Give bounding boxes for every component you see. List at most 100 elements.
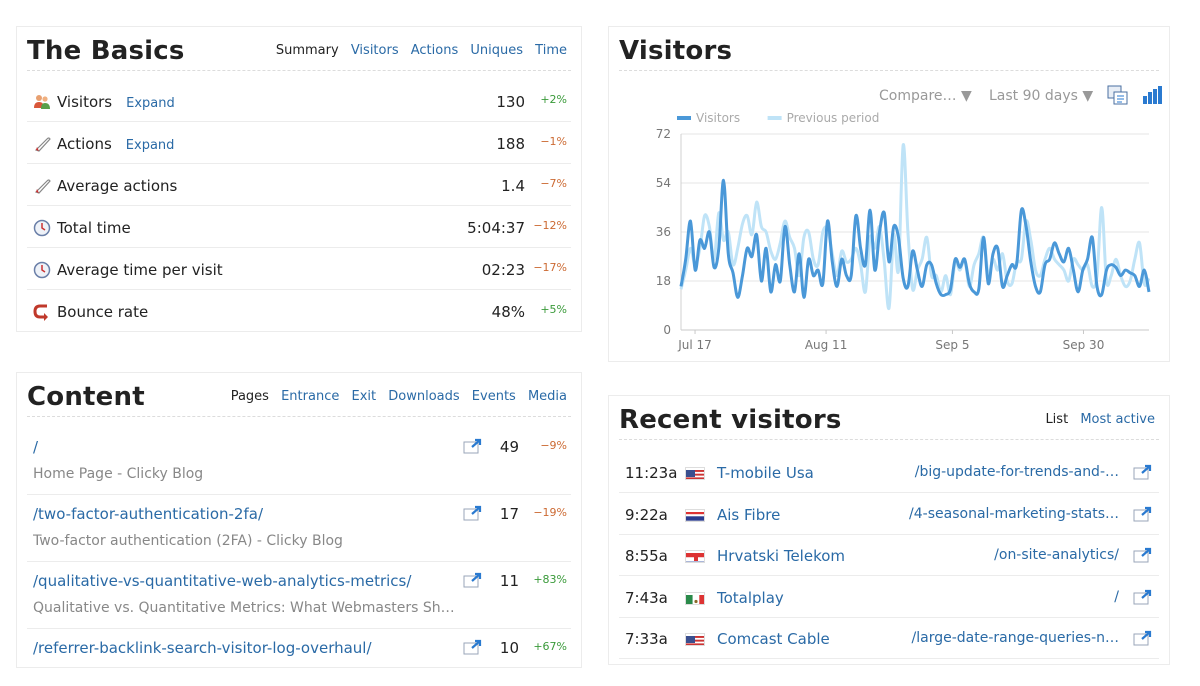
x-tick-label: Sep 5 bbox=[935, 338, 969, 352]
content-change: −9% bbox=[540, 439, 567, 452]
content-change: +67% bbox=[533, 640, 567, 653]
visitors-line-chart: 0 18 36 54 72 Jul 17 Aug 11 Sep 5 Sep 30 Visitors… bbox=[656, 111, 1151, 352]
basics-value-avg-time: 02:23 bbox=[481, 261, 525, 279]
visitors-title: Visitors bbox=[619, 36, 733, 66]
recent-header: Recent visitors List Most active bbox=[619, 396, 1159, 440]
visitor-page-link[interactable]: /on-site-analytics/ bbox=[994, 547, 1119, 564]
y-tick-label: 0 bbox=[663, 323, 671, 337]
external-link-icon[interactable] bbox=[1133, 589, 1153, 605]
visitor-isp-link[interactable]: Ais Fibre bbox=[717, 505, 781, 524]
visitor-isp-link[interactable]: Totalplay bbox=[717, 588, 784, 607]
legend-swatch bbox=[767, 116, 782, 120]
content-page-title: Qualitative vs. Quantitative Metrics: Wh… bbox=[33, 600, 463, 616]
basics-row-visitors: Visitors Expand 130 +2% bbox=[27, 81, 571, 122]
y-tick-label: 36 bbox=[656, 225, 671, 239]
visitor-page-link[interactable]: /large-date-range-queries-n… bbox=[911, 630, 1119, 647]
content-row: / Home Page - Clicky Blog 49 −9% bbox=[27, 429, 571, 495]
tab-list[interactable]: List bbox=[1045, 412, 1069, 427]
content-row: /two-factor-authentication-2fa/ Two-fact… bbox=[27, 496, 571, 562]
export-icon[interactable] bbox=[1107, 85, 1129, 105]
content-page-title: Home Page - Clicky Blog bbox=[33, 466, 204, 482]
chevron-down-icon: ▼ bbox=[960, 88, 972, 104]
basics-title: The Basics bbox=[27, 36, 185, 66]
country-flag-icon bbox=[685, 591, 705, 605]
expand-actions-link[interactable]: Expand bbox=[125, 138, 175, 153]
country-flag-icon bbox=[685, 508, 705, 522]
visitor-page-link[interactable]: /big-update-for-trends-and-… bbox=[914, 464, 1119, 480]
y-tick-label: 72 bbox=[656, 127, 671, 141]
tab-summary[interactable]: Summary bbox=[275, 43, 339, 58]
basics-header: The Basics Summary Visitors Actions Uniq… bbox=[27, 27, 571, 71]
basics-row-avg-time: Average time per visit 02:23 −17% bbox=[27, 249, 571, 290]
cursor-icon bbox=[34, 137, 51, 152]
content-header: Content Pages Entrance Exit Downloads Ev… bbox=[27, 373, 571, 417]
basics-row-bounce-rate: Bounce rate 48% +5% bbox=[27, 291, 571, 332]
basics-row-average-actions: Average actions 1.4 −7% bbox=[27, 165, 571, 206]
tab-actions[interactable]: Actions bbox=[410, 43, 459, 58]
date-range-dropdown[interactable]: Last 90 days ▼ bbox=[989, 88, 1093, 104]
basics-label-avg-time: Average time per visit bbox=[57, 261, 223, 279]
visit-time: 11:23a bbox=[625, 464, 678, 482]
tab-events[interactable]: Events bbox=[471, 389, 516, 404]
content-path-link[interactable]: / bbox=[33, 438, 39, 456]
visitor-isp-link[interactable]: Hrvatski Telekom bbox=[717, 547, 846, 566]
tab-uniques[interactable]: Uniques bbox=[470, 43, 524, 58]
visitors-icon bbox=[34, 95, 50, 109]
content-path-link[interactable]: /two-factor-authentication-2fa/ bbox=[33, 505, 263, 523]
recent-visitor-row: 9:22a Ais Fibre/4-seasonal-marketing-stat… bbox=[619, 494, 1159, 535]
content-row: /qualitative-vs-quantitative-web-analyti… bbox=[27, 563, 571, 629]
content-path-link[interactable]: /referrer-backlink-search-visitor-log-ov… bbox=[33, 639, 372, 657]
external-link-icon[interactable] bbox=[1133, 547, 1153, 563]
country-flag-icon bbox=[685, 633, 705, 647]
tab-pages[interactable]: Pages bbox=[230, 389, 269, 404]
tab-downloads[interactable]: Downloads bbox=[388, 389, 460, 404]
content-change: +83% bbox=[533, 573, 567, 586]
y-tick-label: 54 bbox=[656, 176, 671, 190]
tab-visitors[interactable]: Visitors bbox=[350, 43, 399, 58]
basics-value-total-time: 5:04:37 bbox=[467, 219, 525, 237]
visit-time: 7:43a bbox=[625, 588, 668, 607]
visitors-header: Visitors bbox=[619, 27, 1159, 71]
content-path-link[interactable]: /qualitative-vs-quantitative-web-analyti… bbox=[33, 572, 412, 590]
expand-visitors-link[interactable]: Expand bbox=[126, 96, 175, 111]
external-link-icon[interactable] bbox=[463, 505, 483, 521]
basics-change-average-actions: −7% bbox=[540, 177, 567, 190]
external-link-icon[interactable] bbox=[1133, 630, 1153, 646]
tab-entrance[interactable]: Entrance bbox=[281, 389, 340, 404]
recent-visitor-row: 7:33a Comcast Cable/large-date-range-quer… bbox=[619, 618, 1159, 660]
clock-icon bbox=[33, 261, 51, 279]
content-row: /referrer-backlink-search-visitor-log-ov… bbox=[27, 630, 571, 668]
country-flag-icon bbox=[685, 467, 705, 480]
tab-most-active[interactable]: Most active bbox=[1080, 412, 1155, 427]
visitor-isp-link[interactable]: Comcast Cable bbox=[717, 630, 830, 649]
series-line-visitors bbox=[679, 178, 1151, 299]
content-panel: Content Pages Entrance Exit Downloads Ev… bbox=[16, 372, 582, 668]
content-tabs: Pages Entrance Exit Downloads Events Med… bbox=[223, 389, 567, 404]
external-link-icon[interactable] bbox=[463, 572, 483, 588]
external-link-icon[interactable] bbox=[1133, 506, 1153, 522]
basics-row-total-time: Total time 5:04:37 −12% bbox=[27, 207, 571, 248]
visitor-isp-link[interactable]: T-mobile Usa bbox=[717, 464, 814, 482]
compare-dropdown[interactable]: Compare… ▼ bbox=[879, 88, 972, 104]
bar-chart-icon[interactable] bbox=[1141, 85, 1163, 105]
external-link-icon[interactable] bbox=[1133, 464, 1153, 480]
tab-exit[interactable]: Exit bbox=[351, 389, 377, 404]
legend-label: Visitors bbox=[696, 111, 740, 125]
basics-label-bounce-rate: Bounce rate bbox=[57, 303, 149, 321]
visitor-page-link[interactable]: /4-seasonal-marketing-stats… bbox=[909, 505, 1119, 522]
legend-swatch bbox=[677, 116, 691, 120]
basics-label-visitors: Visitors bbox=[57, 93, 113, 111]
tab-time[interactable]: Time bbox=[535, 43, 567, 58]
date-range-label: Last 90 days bbox=[989, 88, 1078, 104]
cursor-icon bbox=[34, 179, 51, 194]
content-value: 11 bbox=[499, 572, 519, 590]
external-link-icon[interactable] bbox=[463, 438, 483, 454]
visitor-page-link[interactable]: / bbox=[1114, 588, 1119, 605]
basics-value-visitors: 130 bbox=[496, 93, 525, 111]
basics-row-actions: Actions Expand 188 −1% bbox=[27, 123, 571, 164]
content-value: 49 bbox=[499, 438, 519, 456]
external-link-icon[interactable] bbox=[463, 639, 483, 655]
basics-label-average-actions: Average actions bbox=[57, 177, 178, 195]
tab-media[interactable]: Media bbox=[527, 389, 567, 404]
basics-change-total-time: −12% bbox=[533, 219, 567, 232]
